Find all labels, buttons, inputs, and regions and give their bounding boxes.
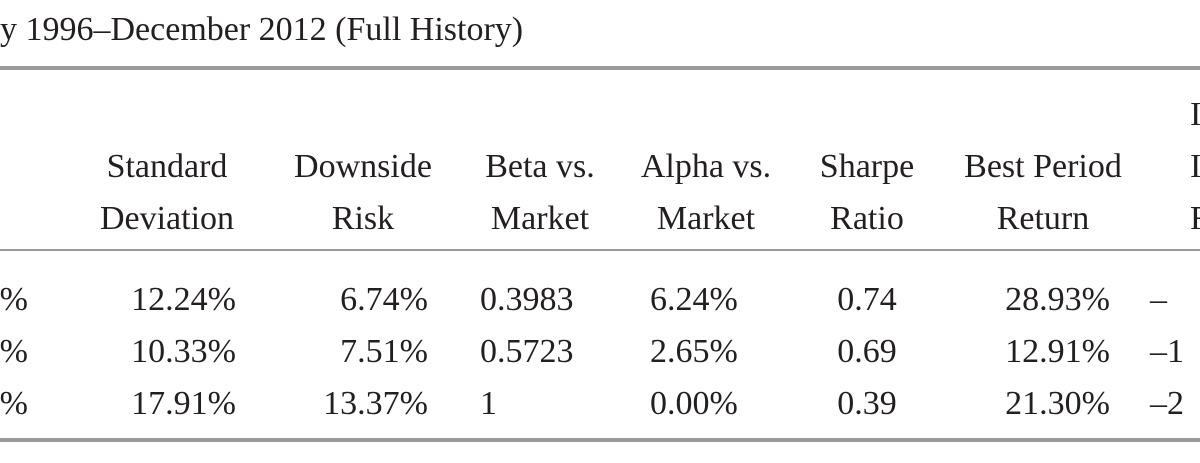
top-rule bbox=[0, 66, 1200, 70]
column-header: Beta vs. bbox=[485, 148, 595, 185]
table-cell: 12.91% bbox=[1005, 333, 1110, 370]
table-cell: % bbox=[0, 385, 28, 422]
column-header: Market bbox=[491, 200, 590, 237]
column-header: I bbox=[1190, 96, 1200, 133]
table-cell: 0.00% bbox=[650, 385, 738, 422]
table-cell: 0.3983 bbox=[480, 281, 574, 318]
table-title: y 1996–December 2012 (Full History) bbox=[0, 11, 523, 48]
column-header: F bbox=[1190, 200, 1200, 237]
table-cell: % bbox=[0, 281, 28, 318]
column-header: Ratio bbox=[830, 200, 904, 237]
column-header: Market bbox=[657, 200, 756, 237]
table-cell: % bbox=[0, 333, 28, 370]
table-cell: 6.24% bbox=[650, 281, 738, 318]
table-cell: 12.24% bbox=[131, 281, 236, 318]
table-cell: 17.91% bbox=[131, 385, 236, 422]
column-header: Sharpe bbox=[820, 148, 914, 185]
column-header: Downside bbox=[294, 148, 432, 185]
column-header: Best Period bbox=[964, 148, 1122, 185]
table-cell: 0.39 bbox=[837, 385, 897, 422]
header-rule bbox=[0, 249, 1200, 251]
table-cell: – bbox=[1149, 281, 1168, 318]
table-cell: –2 bbox=[1149, 385, 1184, 422]
table-cell: 2.65% bbox=[650, 333, 738, 370]
table-cell: 28.93% bbox=[1005, 281, 1110, 318]
column-header: Return bbox=[997, 200, 1090, 237]
column-header: Risk bbox=[332, 200, 394, 237]
table-cell: 0.5723 bbox=[480, 333, 574, 370]
table-cell: 0.69 bbox=[837, 333, 897, 370]
table-cell: –1 bbox=[1149, 333, 1184, 370]
table-cell: 0.74 bbox=[837, 281, 897, 318]
column-header: Deviation bbox=[100, 200, 234, 237]
table-cell: 21.30% bbox=[1005, 385, 1110, 422]
column-header: Standard bbox=[107, 148, 228, 185]
table-cell: 1 bbox=[480, 385, 497, 422]
table-cell: 13.37% bbox=[323, 385, 428, 422]
table-cell: 7.51% bbox=[340, 333, 428, 370]
table-cell: 10.33% bbox=[131, 333, 236, 370]
column-header: I bbox=[1190, 148, 1200, 185]
table-cell: 6.74% bbox=[340, 281, 428, 318]
bottom-rule bbox=[0, 438, 1200, 442]
column-header: Alpha vs. bbox=[641, 148, 771, 185]
